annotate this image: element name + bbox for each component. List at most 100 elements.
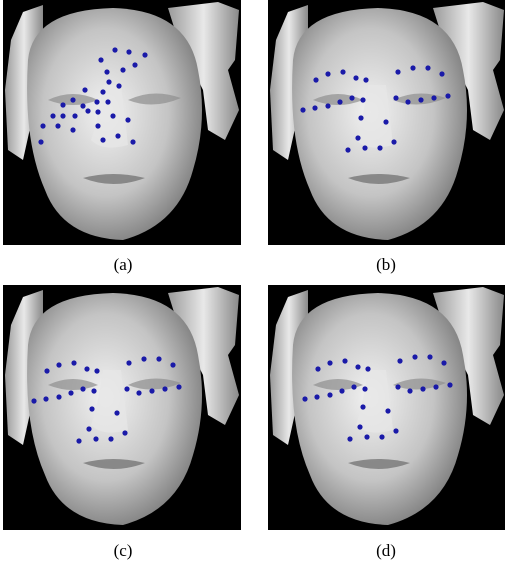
landmark-dot	[410, 65, 415, 70]
landmark-dot	[82, 87, 87, 92]
landmark-dot	[43, 396, 48, 401]
landmark-dot	[412, 354, 417, 359]
landmark-dot	[365, 366, 370, 371]
landmark-dot	[141, 356, 146, 361]
landmark-dot	[70, 97, 75, 102]
landmark-dot	[94, 368, 99, 373]
landmark-dot	[112, 47, 117, 52]
landmark-dot	[85, 108, 90, 113]
landmark-dot	[108, 436, 113, 441]
landmark-dot	[95, 123, 100, 128]
landmark-dot	[70, 127, 75, 132]
landmark-dot	[347, 436, 352, 441]
landmark-dot	[358, 115, 363, 120]
landmark-dot	[439, 71, 444, 76]
landmark-dot	[397, 358, 402, 363]
landmark-dot	[126, 360, 131, 365]
landmark-dot	[360, 97, 365, 102]
landmark-dot	[89, 406, 94, 411]
landmark-dot	[325, 103, 330, 108]
landmark-dot	[40, 123, 45, 128]
landmark-dot	[125, 117, 130, 122]
landmark-dot	[105, 99, 110, 104]
caption: (b)	[376, 255, 396, 274]
landmark-dot	[72, 113, 77, 118]
landmark-dot	[93, 436, 98, 441]
landmark-dot	[84, 366, 89, 371]
caption: (d)	[376, 541, 396, 560]
landmark-dot	[56, 362, 61, 367]
landmark-dot	[357, 424, 362, 429]
landmark-dot	[385, 408, 390, 413]
landmark-dot	[379, 434, 384, 439]
landmark-dot	[95, 109, 100, 114]
landmark-dot	[351, 384, 356, 389]
landmark-dot	[130, 139, 135, 144]
landmark-dot	[377, 145, 382, 150]
landmark-dot	[362, 145, 367, 150]
landmark-dot	[395, 384, 400, 389]
landmark-dot	[122, 430, 127, 435]
landmark-dot	[50, 113, 55, 118]
landmark-dot	[339, 388, 344, 393]
landmark-dot	[56, 394, 61, 399]
landmark-dot	[364, 434, 369, 439]
landmark-dot	[345, 147, 350, 152]
landmark-dot	[98, 57, 103, 62]
landmark-dot	[431, 95, 436, 100]
landmark-dot	[355, 364, 360, 369]
landmark-dot	[302, 396, 307, 401]
figure-canvas: (a) (b) (c) (d)	[0, 0, 505, 571]
landmark-dot	[355, 135, 360, 140]
landmark-dot	[445, 93, 450, 98]
landmark-dot	[68, 390, 73, 395]
landmark-dot	[393, 95, 398, 100]
landmark-dot	[327, 360, 332, 365]
caption: (c)	[114, 541, 133, 560]
landmark-dot	[420, 386, 425, 391]
landmark-dot	[383, 119, 388, 124]
landmark-dot	[136, 390, 141, 395]
landmark-dot	[441, 360, 446, 365]
landmark-dot	[124, 386, 129, 391]
landmark-dot	[149, 388, 154, 393]
landmark-dot	[300, 107, 305, 112]
landmark-dot	[100, 137, 105, 142]
landmark-dot	[80, 386, 85, 391]
landmark-dot	[31, 398, 36, 403]
landmark-dot	[391, 139, 396, 144]
landmark-dot	[71, 360, 76, 365]
landmark-dot	[115, 133, 120, 138]
landmark-dot	[393, 428, 398, 433]
landmark-dot	[114, 410, 119, 415]
landmark-dot	[362, 386, 367, 391]
landmark-dot	[312, 105, 317, 110]
landmark-dot	[142, 52, 147, 57]
landmark-dot	[110, 113, 115, 118]
panel-b	[268, 0, 505, 245]
landmark-dot	[60, 113, 65, 118]
landmark-dot	[427, 354, 432, 359]
figure: (a) (b) (c) (d)	[0, 0, 505, 571]
landmark-dot	[156, 356, 161, 361]
landmark-dot	[176, 384, 181, 389]
landmark-dot	[120, 67, 125, 72]
landmark-dot	[395, 69, 400, 74]
landmark-dot	[418, 97, 423, 102]
landmark-dot	[349, 95, 354, 100]
landmark-dot	[104, 69, 109, 74]
landmark-dot	[337, 99, 342, 104]
landmark-dot	[86, 426, 91, 431]
landmark-dot	[353, 75, 358, 80]
landmark-dot	[132, 62, 137, 67]
landmark-dot	[447, 382, 452, 387]
landmark-dot	[407, 388, 412, 393]
landmark-dot	[363, 77, 368, 82]
landmark-dot	[116, 83, 121, 88]
landmark-dot	[433, 384, 438, 389]
landmark-dot	[126, 49, 131, 54]
landmark-dot	[314, 394, 319, 399]
landmark-dot	[170, 362, 175, 367]
landmark-dot	[91, 388, 96, 393]
landmark-dot	[60, 102, 65, 107]
